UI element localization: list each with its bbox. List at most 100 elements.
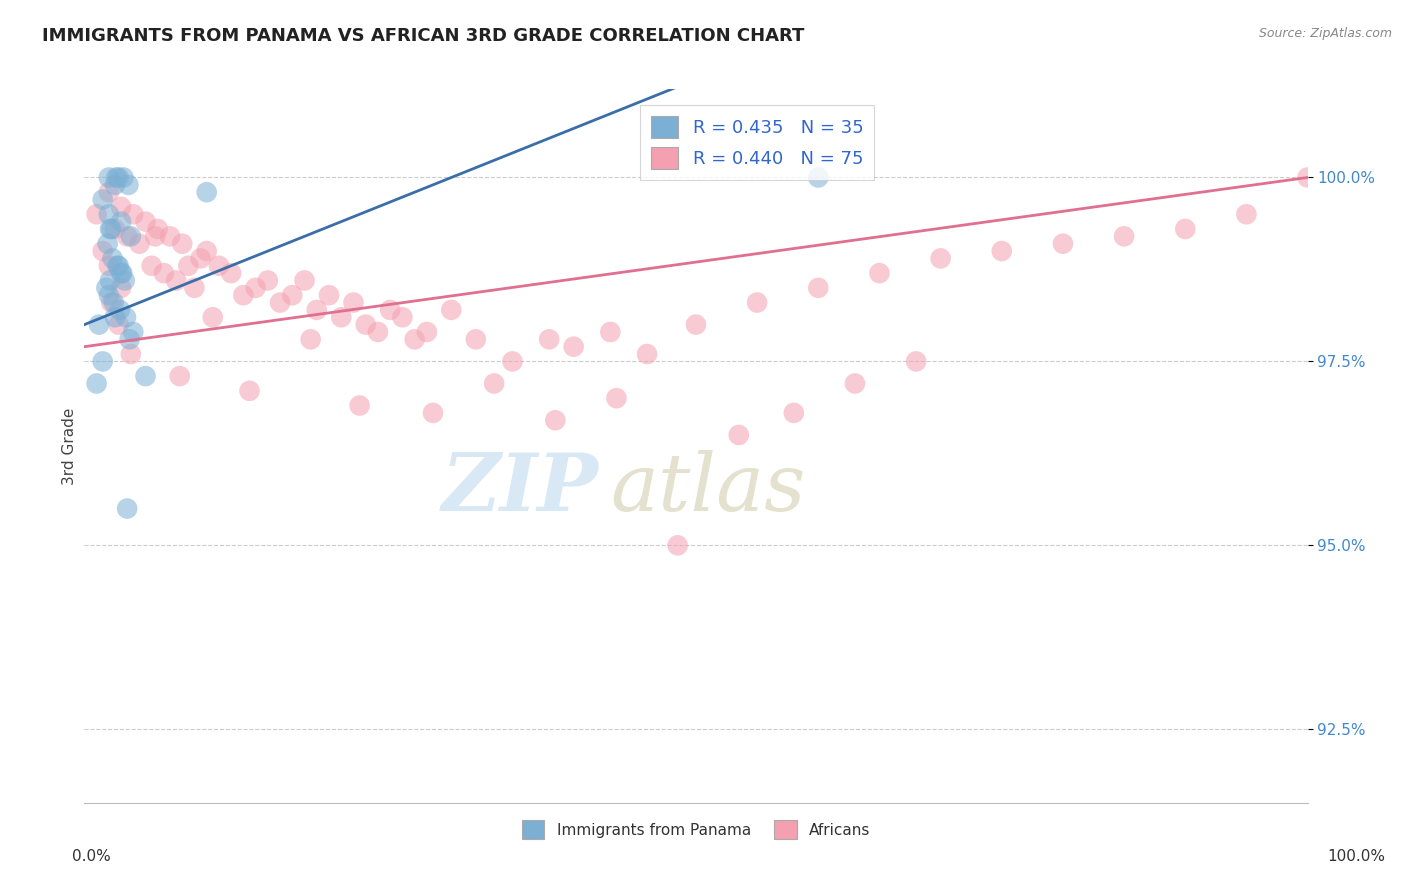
Point: [422, 406, 444, 420]
Point: [98, 222, 121, 236]
Point: [294, 273, 316, 287]
Point: [219, 266, 242, 280]
Point: [100, 222, 122, 236]
Point: [108, 302, 131, 317]
Point: [91, 244, 114, 258]
Point: [201, 310, 224, 325]
Point: [107, 318, 129, 332]
Point: [86, 376, 108, 391]
Point: [538, 332, 561, 346]
Point: [502, 354, 524, 368]
Point: [97, 236, 120, 251]
Point: [91, 193, 114, 207]
Point: [114, 273, 136, 287]
Point: [354, 318, 377, 332]
Point: [97, 170, 120, 185]
Point: [107, 259, 129, 273]
Point: [86, 207, 108, 221]
Point: [208, 259, 231, 273]
Point: [605, 391, 627, 405]
Point: [112, 170, 135, 185]
Point: [367, 325, 389, 339]
Point: [115, 501, 138, 516]
Point: [97, 185, 120, 199]
Point: [929, 252, 952, 266]
Point: [269, 295, 291, 310]
Point: [120, 229, 142, 244]
Point: [118, 332, 141, 346]
Point: [844, 376, 866, 391]
Point: [105, 170, 128, 185]
Point: [110, 281, 132, 295]
Point: [97, 288, 120, 302]
Point: [122, 207, 145, 221]
Point: [104, 310, 127, 325]
Point: [245, 281, 267, 295]
Point: [305, 302, 328, 317]
Point: [404, 332, 426, 346]
Text: ZIP: ZIP: [441, 450, 598, 527]
Point: [464, 332, 486, 346]
Point: [299, 332, 322, 346]
Point: [111, 266, 134, 280]
Point: [636, 347, 658, 361]
Point: [1296, 170, 1319, 185]
Point: [318, 288, 340, 302]
Point: [330, 310, 353, 325]
Point: [1174, 222, 1197, 236]
Y-axis label: 3rd Grade: 3rd Grade: [62, 408, 77, 484]
Point: [416, 325, 439, 339]
Point: [97, 207, 120, 221]
Point: [232, 288, 254, 302]
Text: atlas: atlas: [610, 450, 806, 527]
Point: [666, 538, 689, 552]
Point: [159, 229, 181, 244]
Point: [747, 295, 769, 310]
Point: [128, 236, 150, 251]
Point: [100, 295, 122, 310]
Point: [146, 222, 169, 236]
Point: [172, 236, 194, 251]
Point: [115, 310, 138, 325]
Point: [349, 399, 371, 413]
Point: [391, 310, 413, 325]
Text: IMMIGRANTS FROM PANAMA VS AFRICAN 3RD GRADE CORRELATION CHART: IMMIGRANTS FROM PANAMA VS AFRICAN 3RD GR…: [42, 27, 804, 45]
Point: [153, 266, 176, 280]
Point: [115, 229, 138, 244]
Point: [105, 259, 128, 273]
Point: [991, 244, 1014, 258]
Point: [110, 214, 132, 228]
Point: [195, 244, 218, 258]
Point: [183, 281, 205, 295]
Point: [141, 259, 163, 273]
Point: [135, 214, 157, 228]
Point: [87, 318, 110, 332]
Point: [107, 170, 129, 185]
Point: [117, 178, 139, 192]
Point: [727, 428, 749, 442]
Point: [190, 252, 212, 266]
Point: [599, 325, 621, 339]
Point: [380, 302, 402, 317]
Text: 100.0%: 100.0%: [1327, 849, 1386, 863]
Text: 0.0%: 0.0%: [72, 849, 111, 863]
Point: [110, 200, 132, 214]
Point: [807, 170, 830, 185]
Point: [281, 288, 304, 302]
Point: [97, 259, 120, 273]
Point: [544, 413, 567, 427]
Point: [342, 295, 364, 310]
Legend: Immigrants from Panama, Africans: Immigrants from Panama, Africans: [516, 814, 876, 845]
Point: [1114, 229, 1136, 244]
Point: [165, 273, 187, 287]
Point: [101, 252, 124, 266]
Point: [110, 266, 132, 280]
Point: [869, 266, 891, 280]
Point: [143, 229, 166, 244]
Text: Source: ZipAtlas.com: Source: ZipAtlas.com: [1258, 27, 1392, 40]
Point: [905, 354, 928, 368]
Point: [562, 340, 585, 354]
Point: [120, 347, 142, 361]
Point: [96, 281, 118, 295]
Point: [257, 273, 280, 287]
